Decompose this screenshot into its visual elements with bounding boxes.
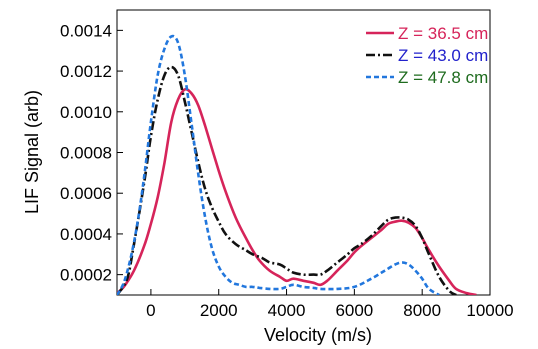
series-line-z-36-5-cm (117, 87, 477, 295)
x-tick-label: 8000 (403, 301, 441, 320)
legend-label-z-47-8-cm: Z = 47.8 cm (398, 68, 488, 87)
x-tick-label: 0 (146, 301, 155, 320)
y-tick-label: 0.0012 (60, 62, 112, 81)
x-axis-ticks: 0 2000 4000 6000 8000 10000 (146, 289, 514, 320)
series-layer (117, 34, 477, 295)
x-axis-title: Velocity (m/s) (264, 325, 372, 345)
x-tick-label: 10000 (466, 301, 513, 320)
series-line-z-47-8-cm (117, 34, 440, 295)
y-axis-title: LIF Signal (arb) (22, 90, 42, 214)
legend-label-z-36-5-cm: Z = 36.5 cm (398, 24, 488, 43)
legend-label-z-43-0-cm: Z = 43.0 cm (398, 46, 488, 65)
y-tick-label: 0.0006 (60, 184, 112, 203)
y-axis-ticks: 0.0002 0.0004 0.0006 0.0008 0.0010 0.0012 0.00… (60, 21, 123, 285)
y-tick-label: 0.0002 (60, 266, 112, 285)
y-tick-label: 0.0004 (60, 225, 112, 244)
x-tick-label: 2000 (200, 301, 238, 320)
y-tick-label: 0.0008 (60, 144, 112, 163)
y-tick-label: 0.0010 (60, 103, 112, 122)
y-tick-label: 0.0014 (60, 21, 112, 40)
legend: Z = 36.5 cm Z = 43.0 cm Z = 47.8 cm (366, 24, 488, 87)
x-tick-label: 4000 (268, 301, 306, 320)
series-line-z-43-0-cm (117, 65, 457, 295)
x-tick-label: 6000 (335, 301, 373, 320)
